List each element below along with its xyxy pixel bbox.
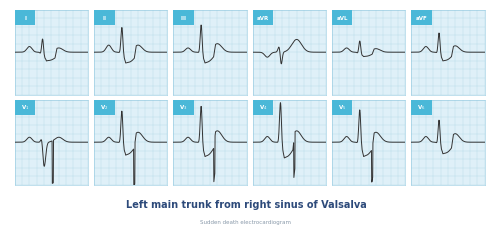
Text: Left main trunk from right sinus of Valsalva: Left main trunk from right sinus of Vals… <box>125 200 367 210</box>
Text: Sudden death electrocardiogram: Sudden death electrocardiogram <box>201 220 291 225</box>
